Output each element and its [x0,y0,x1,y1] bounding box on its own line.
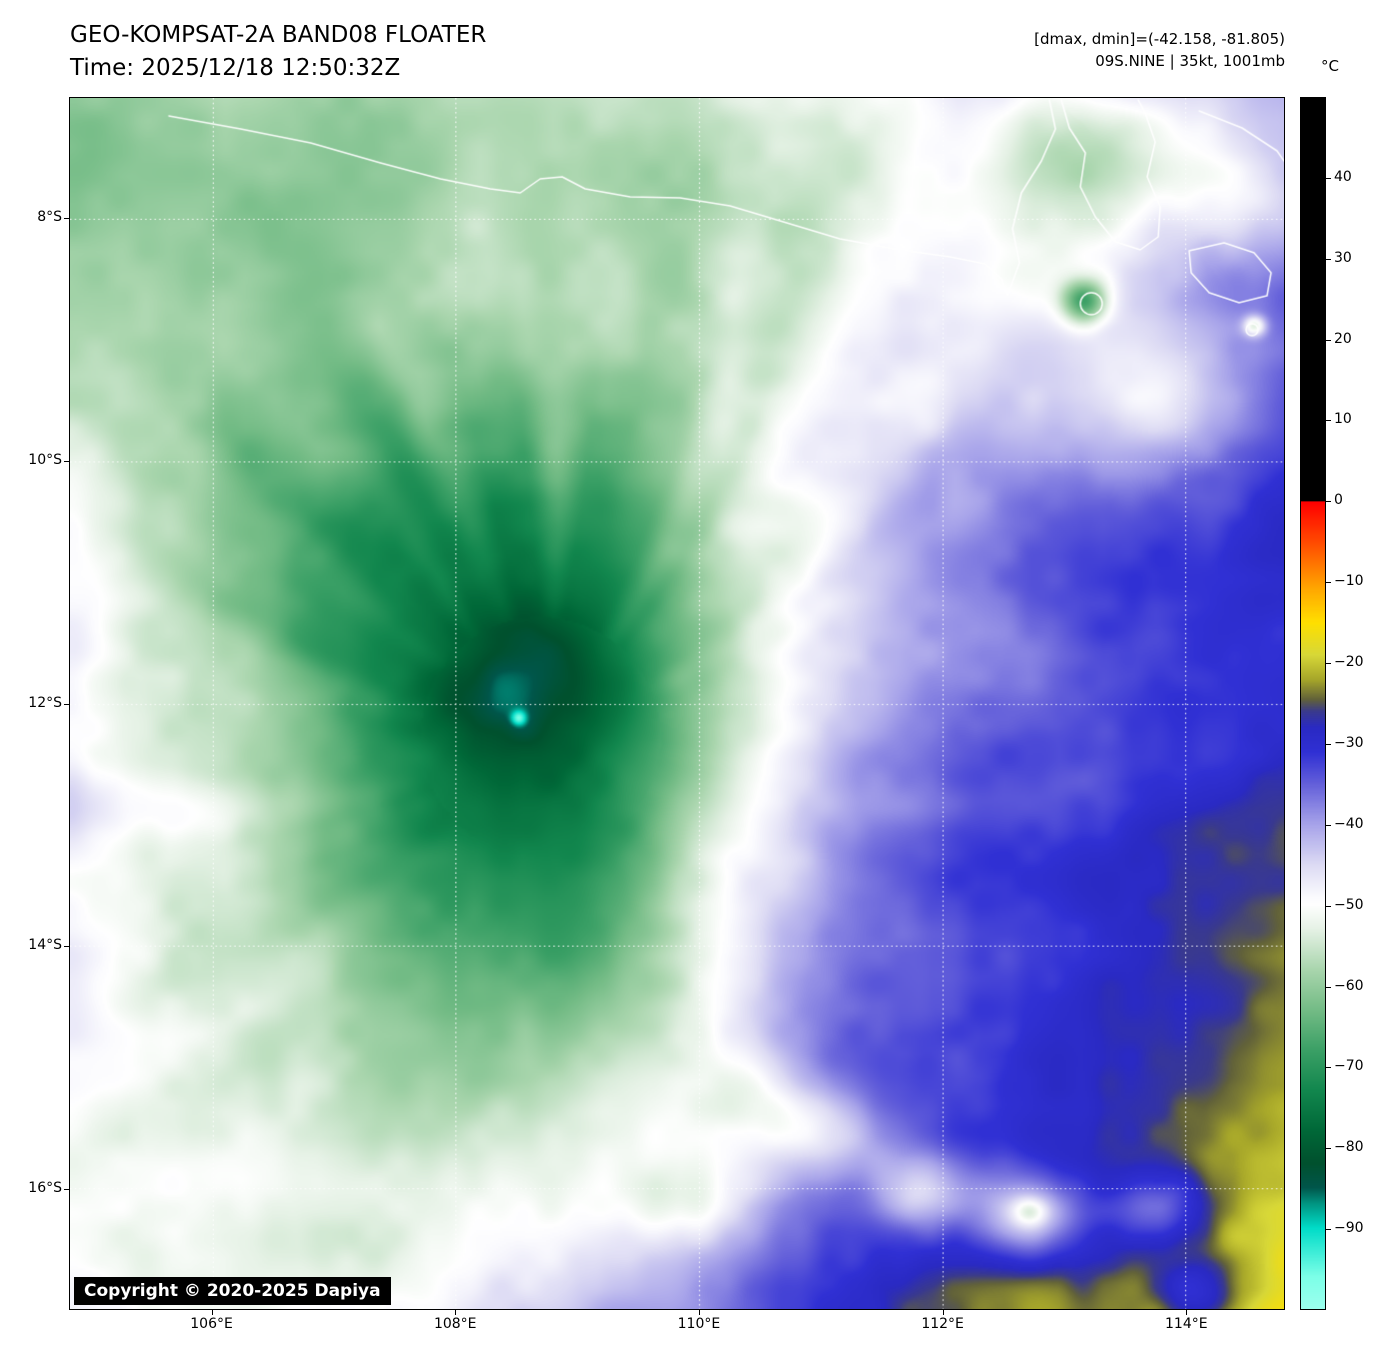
colorbar [1300,97,1326,1310]
colorbar-tick-label: 30 [1334,249,1352,266]
colorbar-tick-label: −10 [1334,573,1364,590]
colorbar-tick-label: −30 [1334,734,1364,751]
colorbar-tick-mark [1326,177,1331,179]
x-tick-mark [1186,1310,1188,1315]
colorbar-tick-label: −80 [1334,1139,1364,1156]
map-plot-area: Copyright © 2020-2025 Dapiya [69,97,1285,1310]
colorbar-tick-label: 20 [1334,330,1352,347]
annotation-block: [dmax, dmin]=(-42.158, -81.805) 09S.NINE… [1034,28,1285,72]
colorbar-tick-label: −20 [1334,654,1364,671]
page-title: GEO-KOMPSAT-2A BAND08 FLOATER [70,22,487,48]
x-tick-label: 106°E [190,1316,233,1332]
y-tick-mark [64,946,69,948]
colorbar-tick-label: 40 [1334,168,1352,185]
dmax-dmin-annotation: [dmax, dmin]=(-42.158, -81.805) [1034,30,1285,48]
storm-info-annotation: 09S.NINE | 35kt, 1001mb [1095,52,1285,70]
y-tick-label: 8°S [37,209,62,226]
colorbar-tick-mark [1326,663,1331,665]
colorbar-tick-label: −70 [1334,1058,1364,1075]
x-tick-label: 110°E [677,1316,721,1332]
x-tick-label: 108°E [433,1316,477,1332]
colorbar-tick-label: 0 [1334,492,1343,509]
y-tick-mark [64,703,69,705]
colorbar-tick-mark [1326,420,1331,422]
colorbar-tick-mark [1326,986,1331,988]
colorbar-tick-mark [1326,582,1331,584]
colorbar-tick-label: −50 [1334,896,1364,913]
y-tick-label: 14°S [28,937,62,954]
y-tick-label: 10°S [28,451,62,468]
colorbar-tick-mark [1326,501,1331,503]
colorbar-unit-label: °C [1321,57,1339,75]
colorbar-tick-label: −60 [1334,977,1364,994]
y-tick-label: 12°S [28,694,62,711]
colorbar-tick-label: −40 [1334,815,1364,832]
x-tick-mark [942,1310,944,1315]
x-tick-label: 114°E [1165,1316,1208,1332]
colorbar-tick-mark [1326,824,1331,826]
timestamp-label: Time: 2025/12/18 12:50:32Z [70,55,401,81]
x-tick-mark [455,1310,457,1315]
y-tick-label: 16°S [28,1179,62,1196]
colorbar-tick-mark [1326,258,1331,260]
colorbar-tick-mark [1326,743,1331,745]
colorbar-tick-label: −90 [1334,1220,1364,1237]
colorbar-tick-mark [1326,905,1331,907]
colorbar-tick-label: 10 [1334,411,1352,428]
y-tick-mark [64,218,69,220]
x-tick-mark [211,1310,213,1315]
x-tick-mark [698,1310,700,1315]
colorbar-tick-mark [1326,1148,1331,1150]
y-tick-mark [64,460,69,462]
copyright-badge: Copyright © 2020-2025 Dapiya [74,1277,391,1305]
colorbar-tick-mark [1326,339,1331,341]
x-tick-label: 112°E [921,1316,964,1332]
satellite-imagery-canvas [70,98,1284,1309]
colorbar-tick-mark [1326,1229,1331,1231]
colorbar-tick-mark [1326,1067,1331,1069]
y-tick-mark [64,1188,69,1190]
